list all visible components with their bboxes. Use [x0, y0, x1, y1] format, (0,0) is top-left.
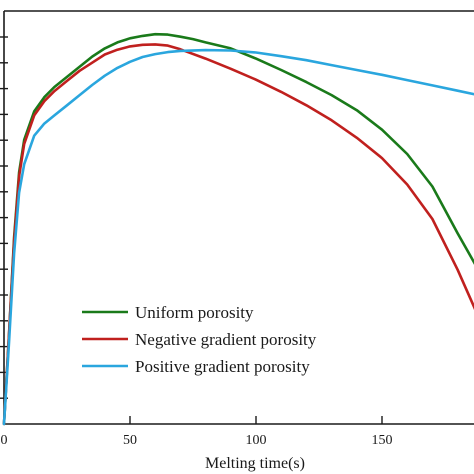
legend-label: Negative gradient porosity [135, 330, 317, 349]
x-axis-ticks: 0 50 100 150 [1, 416, 393, 448]
series-line-2 [2, 43, 474, 426]
x-tick-label: 0 [1, 433, 8, 448]
series-line-3 [2, 48, 474, 426]
y-axis-ticks [0, 36, 8, 399]
legend-label: Positive gradient porosity [135, 357, 310, 376]
legend: Uniform porosity Negative gradient porosi… [82, 303, 317, 376]
legend-label: Uniform porosity [135, 303, 254, 322]
x-tick-label: 50 [123, 433, 137, 448]
series-line-1 [2, 32, 474, 426]
x-tick-label: 150 [372, 433, 393, 448]
x-axis-label: Melting time(s) [205, 455, 305, 472]
series-lines [2, 32, 474, 426]
x-tick-label: 100 [246, 433, 267, 448]
